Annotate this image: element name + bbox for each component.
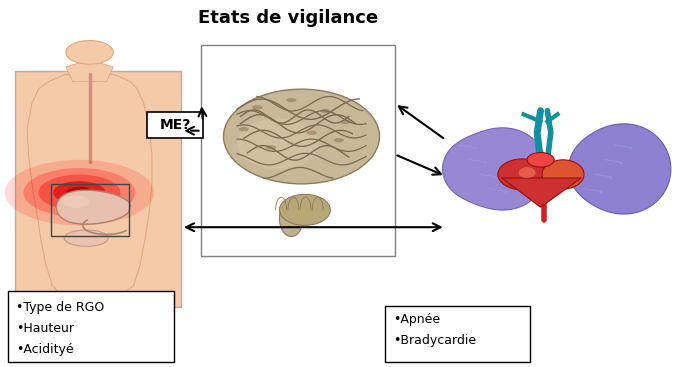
Polygon shape	[66, 60, 113, 81]
Ellipse shape	[527, 153, 554, 167]
Ellipse shape	[542, 160, 584, 189]
Bar	[15, 70, 181, 307]
Bar	[202, 45, 395, 256]
Bar	[8, 291, 174, 362]
Text: •Bradycardie: •Bradycardie	[393, 334, 476, 347]
Bar	[51, 184, 129, 236]
Ellipse shape	[266, 145, 276, 150]
Text: •Hauteur: •Hauteur	[16, 322, 74, 335]
Ellipse shape	[286, 98, 296, 102]
Ellipse shape	[53, 181, 106, 204]
Ellipse shape	[306, 131, 317, 135]
Text: •Type de RGO: •Type de RGO	[16, 301, 105, 314]
Bar	[385, 305, 530, 362]
Ellipse shape	[23, 168, 136, 217]
Ellipse shape	[38, 175, 121, 211]
Ellipse shape	[340, 120, 351, 124]
Text: •Acidityé: •Acidityé	[16, 343, 74, 356]
Ellipse shape	[518, 167, 535, 178]
Ellipse shape	[239, 127, 249, 131]
Bar	[147, 112, 203, 138]
Ellipse shape	[253, 105, 262, 110]
Ellipse shape	[64, 230, 108, 246]
Polygon shape	[443, 128, 547, 210]
Ellipse shape	[334, 138, 344, 142]
Polygon shape	[502, 178, 582, 207]
Ellipse shape	[5, 160, 154, 225]
Ellipse shape	[66, 187, 93, 199]
Ellipse shape	[63, 195, 90, 208]
Ellipse shape	[279, 195, 330, 225]
Text: •Apnée: •Apnée	[393, 313, 440, 326]
Text: Etats de vigilance: Etats de vigilance	[198, 9, 379, 27]
Ellipse shape	[237, 118, 319, 169]
Text: ME?: ME?	[159, 118, 191, 132]
Ellipse shape	[66, 40, 113, 64]
Ellipse shape	[498, 159, 547, 190]
Polygon shape	[57, 190, 131, 224]
Polygon shape	[569, 124, 671, 214]
Ellipse shape	[223, 89, 379, 184]
Ellipse shape	[279, 200, 303, 236]
Ellipse shape	[320, 109, 330, 113]
Polygon shape	[27, 74, 152, 300]
